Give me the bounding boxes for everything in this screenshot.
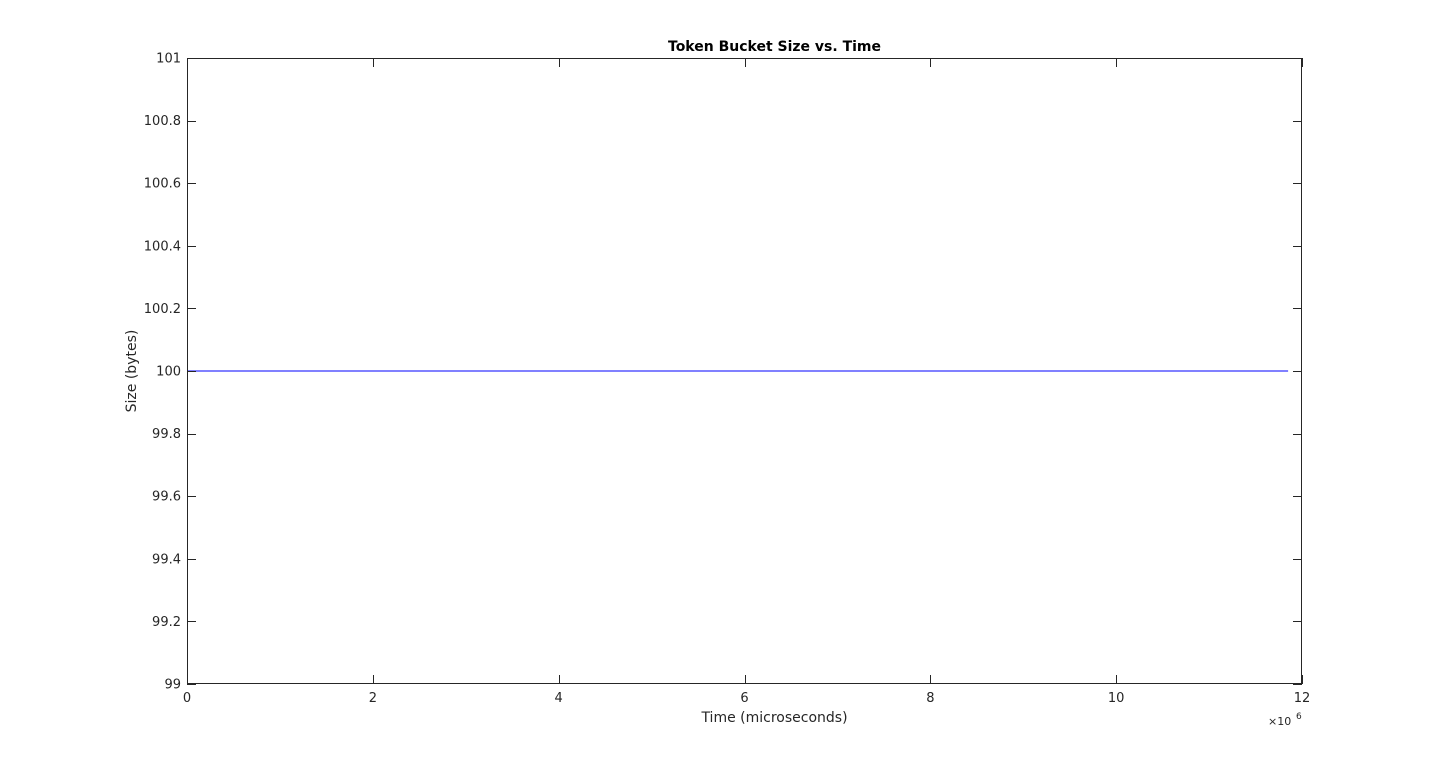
- y-tick-label: 99.4: [152, 552, 181, 567]
- y-tick-label: 99.2: [152, 615, 181, 630]
- plot-frame: [187, 58, 1302, 684]
- y-axis-label: Size (bytes): [124, 330, 140, 413]
- x-exponent-power: 6: [1296, 712, 1302, 722]
- x-tick-label: 6: [740, 691, 748, 706]
- x-tick-label: 2: [369, 691, 377, 706]
- x-tick-label: 8: [926, 691, 934, 706]
- y-tick-label: 100.2: [144, 302, 181, 317]
- y-tick-label: 101: [156, 52, 181, 67]
- y-tick-label: 99.6: [152, 490, 181, 505]
- y-tick-label: 100: [156, 365, 181, 380]
- y-tick-label: 100.8: [144, 114, 181, 129]
- y-tick-label: 100.4: [144, 239, 181, 254]
- x-tick-label: 0: [183, 691, 191, 706]
- x-exponent-base: ×10: [1268, 715, 1291, 728]
- y-tick-label: 100.6: [144, 177, 181, 192]
- x-axis-exponent: ×10 6: [1268, 712, 1302, 728]
- x-tick-label: 10: [1108, 691, 1125, 706]
- labels-layer: 0 2 4 6 8 10 12 99 99.2 99.4 99.6 99.8 100 100.2 100.4…: [144, 52, 1310, 707]
- y-tick-label: 99.8: [152, 427, 181, 442]
- chart-title: Token Bucket Size vs. Time: [668, 39, 881, 55]
- x-tick-label: 4: [555, 691, 563, 706]
- x-tick-label: 12: [1294, 691, 1311, 706]
- x-axis-label: Time (microseconds): [700, 710, 847, 726]
- y-tick-label: 99: [164, 678, 181, 693]
